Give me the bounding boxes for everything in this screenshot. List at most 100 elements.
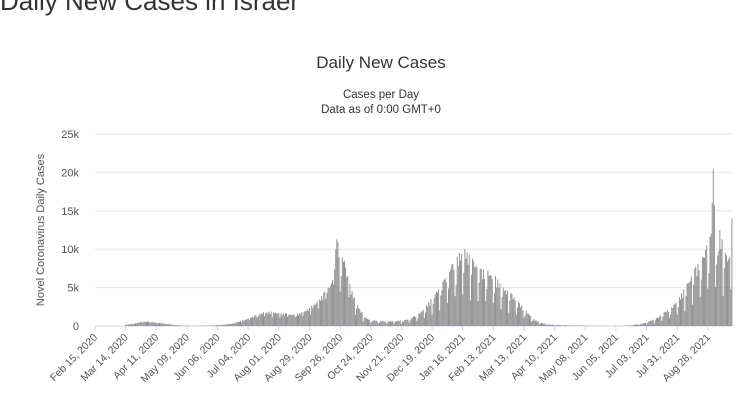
data-bar [711, 202, 713, 326]
data-bar [709, 236, 711, 326]
data-bar [631, 325, 633, 326]
data-bar [144, 321, 146, 326]
data-bar [493, 293, 495, 326]
data-bar [434, 294, 436, 326]
data-bar [659, 315, 661, 326]
data-bar [178, 325, 180, 326]
data-bar [546, 325, 548, 326]
data-bar [458, 253, 460, 326]
data-bar [251, 317, 252, 326]
data-bar [238, 321, 240, 326]
data-bar [470, 274, 472, 326]
data-bar [286, 313, 287, 326]
data-bar [237, 321, 239, 326]
data-bar [282, 313, 284, 326]
data-bar [374, 320, 376, 326]
data-bar [131, 324, 133, 326]
data-bar [406, 319, 408, 326]
data-bar [379, 322, 380, 326]
data-bar [393, 323, 395, 326]
data-bar [689, 280, 691, 326]
data-bar [525, 310, 527, 326]
data-bar [646, 324, 648, 326]
y-tick-label: 10k [61, 244, 79, 256]
data-bar [571, 325, 573, 326]
data-bar [336, 239, 338, 326]
data-bar [432, 303, 434, 326]
data-bar [346, 277, 348, 326]
data-bar [381, 321, 383, 326]
data-bar [272, 312, 274, 326]
data-bar [255, 315, 257, 326]
data-bar [367, 319, 368, 326]
data-bar [246, 318, 248, 326]
data-bar [565, 325, 567, 326]
data-bar [469, 300, 471, 326]
data-bar [423, 318, 425, 326]
data-bar [673, 304, 675, 326]
data-bar [677, 307, 679, 326]
data-bar [330, 283, 332, 326]
data-bar [416, 320, 418, 326]
data-bar [695, 266, 697, 326]
data-bar [509, 300, 511, 326]
data-bar [317, 308, 319, 326]
data-bar [369, 319, 371, 326]
data-bar [147, 321, 148, 326]
data-bar [428, 302, 430, 326]
data-bar [217, 325, 219, 326]
data-bar [712, 169, 714, 326]
data-bar [232, 323, 234, 326]
data-bar [212, 325, 214, 326]
data-bar [218, 325, 220, 326]
data-bar [338, 257, 340, 326]
data-bar [129, 324, 131, 326]
data-bar [497, 279, 499, 326]
data-bar [400, 323, 402, 326]
data-bar [312, 307, 314, 326]
data-bar [707, 288, 709, 326]
data-bar [136, 323, 138, 326]
data-bar [173, 324, 175, 326]
data-bar [727, 261, 728, 326]
data-bar [326, 292, 328, 326]
data-bar [730, 289, 732, 326]
data-bar [433, 297, 435, 326]
data-bar [271, 316, 273, 326]
data-bar [446, 302, 448, 326]
data-bar [415, 317, 417, 326]
data-bar [722, 296, 724, 326]
data-bar [345, 267, 347, 326]
data-bar [245, 320, 247, 326]
data-bar [349, 283, 351, 326]
data-bar [300, 314, 302, 326]
data-bar [480, 269, 482, 326]
data-bar [231, 323, 233, 326]
data-bar [158, 323, 159, 326]
data-bar [278, 312, 280, 326]
data-bar [155, 322, 157, 326]
data-bar [694, 268, 696, 326]
data-bar [156, 323, 158, 326]
data-bar [629, 325, 631, 326]
data-bar [309, 307, 310, 326]
data-bar [544, 323, 546, 326]
data-bar [701, 256, 703, 326]
data-bar [322, 299, 324, 326]
data-bar [536, 321, 538, 326]
data-bar [508, 313, 510, 326]
data-bar [651, 320, 653, 326]
data-bar [506, 294, 507, 326]
data-bar [340, 275, 342, 326]
data-bar [214, 325, 216, 326]
data-bar [174, 325, 176, 326]
data-bar [252, 316, 254, 326]
page-heading: Daily New Cases in Israel [0, 0, 297, 16]
data-bar [464, 249, 466, 326]
data-bar [675, 302, 677, 326]
data-bar [243, 321, 245, 326]
data-bar [566, 325, 568, 326]
y-axis-label: Novel Coronavirus Daily Cases [35, 153, 47, 306]
data-bar [499, 283, 501, 326]
data-bar [452, 264, 454, 326]
